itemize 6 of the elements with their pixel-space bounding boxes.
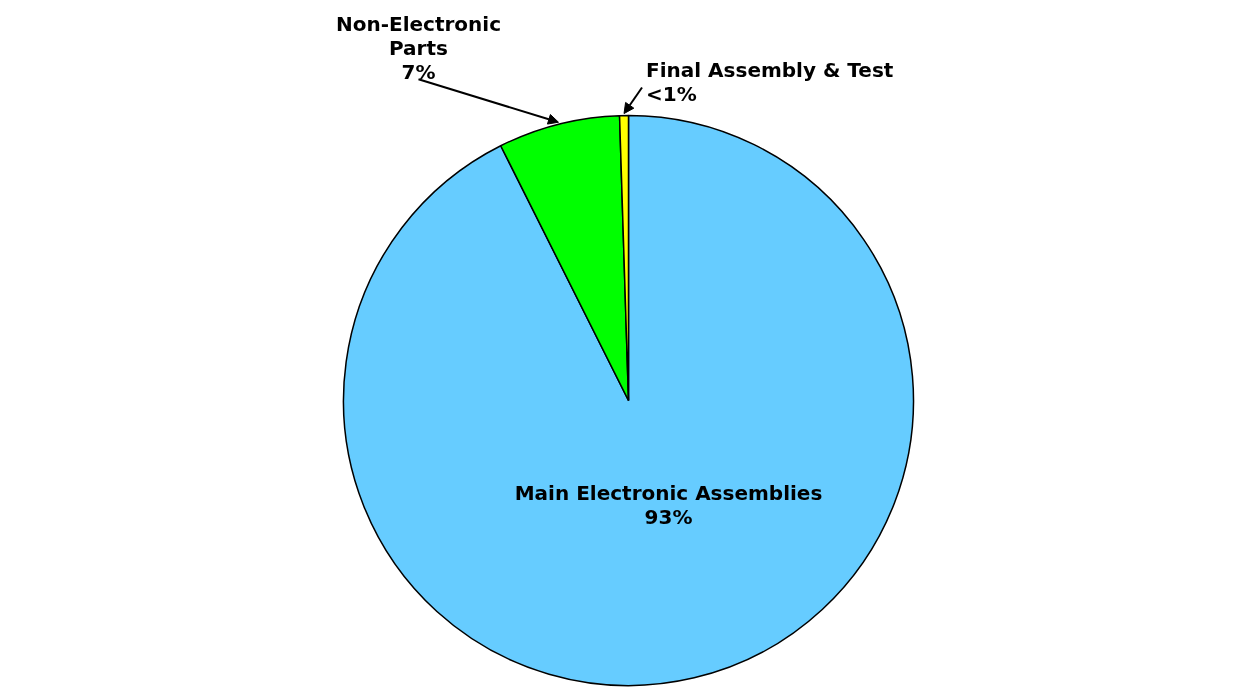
slice-label: Final Assembly & Test — [646, 57, 894, 82]
slice-label: Non-Electronic Parts — [335, 12, 502, 61]
slice-label: Main Electronic Assemblies — [514, 480, 823, 505]
data-label: 7% — [401, 60, 436, 85]
data-label: <1% — [646, 81, 697, 106]
data-label: 93% — [644, 504, 693, 529]
